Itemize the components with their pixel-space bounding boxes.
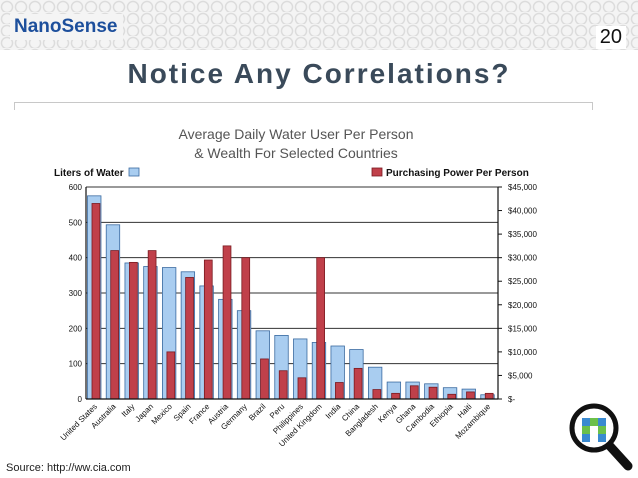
chart-title-line-1: Average Daily Water User Per Person bbox=[179, 126, 414, 142]
left-tick-label: 100 bbox=[69, 360, 83, 369]
header-band bbox=[0, 0, 638, 50]
right-axis-ticks: $- $5,000 $10,000 $15,000 $20,000 $25,000 $30,… bbox=[498, 183, 537, 404]
wealth-bar bbox=[466, 391, 475, 400]
wealth-bar bbox=[372, 389, 382, 400]
chart-title-line-2: & Wealth For Selected Countries bbox=[194, 145, 398, 161]
wealth-bar bbox=[335, 382, 344, 400]
slide-title: Notice Any Correlations? bbox=[127, 58, 511, 89]
wealth-bar bbox=[185, 277, 194, 400]
wealth-bar bbox=[297, 377, 307, 400]
wealth-bar bbox=[353, 367, 363, 400]
axes bbox=[85, 187, 499, 400]
legend-left-label: Liters of Water bbox=[54, 168, 124, 179]
legend-right-label: Purchasing Power Per Person bbox=[386, 168, 529, 179]
water-wealth-chart: Average Daily Water User Per Person & We… bbox=[54, 126, 537, 449]
left-tick-label: 500 bbox=[69, 218, 83, 227]
right-tick-label: $- bbox=[508, 395, 515, 404]
right-tick-label: $30,000 bbox=[508, 254, 537, 263]
magnifier-icon bbox=[569, 403, 633, 471]
wealth-bar bbox=[129, 261, 138, 400]
bars bbox=[87, 195, 495, 400]
wealth-bar bbox=[110, 250, 119, 400]
left-tick-label: 0 bbox=[78, 395, 83, 404]
left-tick-label: 300 bbox=[69, 289, 83, 298]
wealth-bar bbox=[241, 257, 251, 400]
title-rule-left-tick bbox=[14, 102, 15, 110]
title-rule-right-tick bbox=[592, 102, 593, 110]
wealth-bar bbox=[222, 245, 232, 400]
category-label: Brazil bbox=[247, 402, 268, 423]
right-tick-label: $20,000 bbox=[508, 301, 537, 310]
wealth-bar bbox=[391, 392, 400, 400]
category-label: Mozambique bbox=[454, 402, 493, 441]
right-tick-label: $25,000 bbox=[508, 277, 537, 286]
right-tick-label: $35,000 bbox=[508, 230, 537, 239]
wealth-bar bbox=[409, 385, 419, 400]
wealth-bar bbox=[91, 203, 101, 400]
wealth-bar bbox=[316, 257, 325, 400]
right-tick-label: $15,000 bbox=[508, 324, 537, 333]
right-tick-label: $40,000 bbox=[508, 207, 537, 216]
wealth-bar bbox=[484, 392, 494, 400]
left-tick-label: 400 bbox=[69, 254, 83, 263]
wealth-bar bbox=[147, 250, 157, 400]
legend-right-swatch bbox=[371, 167, 383, 177]
right-tick-label: $10,000 bbox=[508, 348, 537, 357]
wealth-bar bbox=[428, 386, 438, 400]
wealth-bar bbox=[447, 393, 457, 400]
wealth-bar bbox=[260, 358, 269, 400]
wealth-bar bbox=[203, 259, 213, 400]
left-tick-label: 600 bbox=[69, 183, 83, 192]
slide-number: 20 bbox=[595, 26, 626, 49]
right-tick-label: $45,000 bbox=[508, 183, 537, 192]
logo: NanoSense bbox=[10, 14, 124, 40]
left-axis-ticks: 0 100 200 300 400 500 600 bbox=[69, 183, 83, 404]
right-tick-label: $5,000 bbox=[508, 371, 533, 380]
legend-left-swatch bbox=[128, 167, 140, 177]
wealth-bar bbox=[278, 370, 288, 400]
left-tick-label: 200 bbox=[69, 324, 83, 333]
source-note: Source: http://ww.cia.com bbox=[6, 462, 131, 474]
category-label: Mexico bbox=[150, 402, 175, 427]
title-rule bbox=[14, 102, 593, 103]
wealth-bar bbox=[166, 351, 176, 400]
